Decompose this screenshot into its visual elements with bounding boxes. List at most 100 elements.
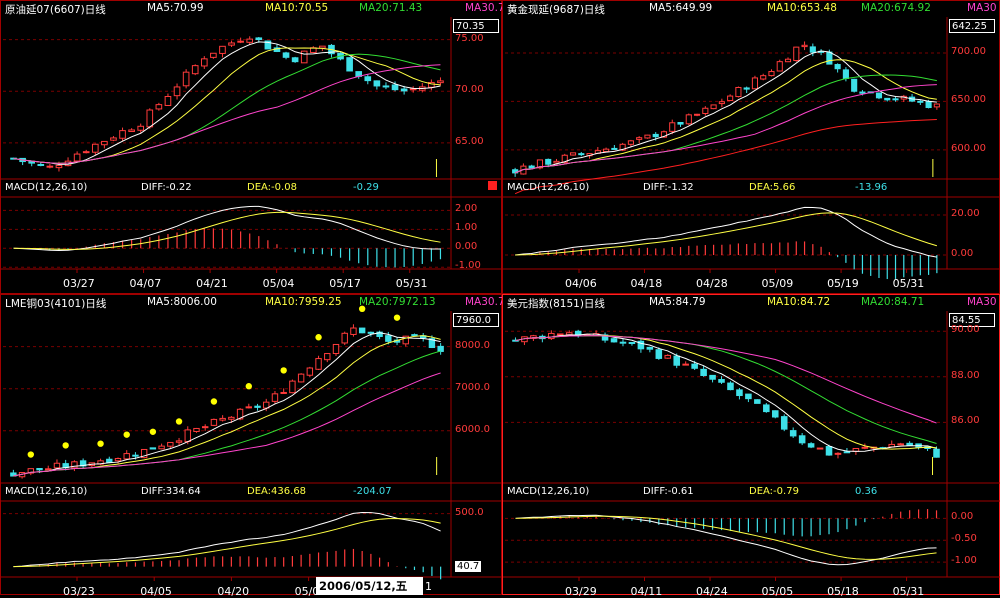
ma5-label: MA5:8006.00 [147, 296, 217, 308]
candle-body [71, 461, 78, 469]
signal-dot [27, 451, 34, 458]
candle-body [411, 334, 418, 337]
candle-body [809, 46, 816, 53]
candle-body [825, 446, 833, 456]
candle-body [341, 332, 348, 344]
candle-body [768, 71, 775, 77]
current-price-label: 84.55 [949, 313, 995, 327]
date-label: 04/28 [696, 277, 728, 290]
candle-body [798, 435, 806, 444]
date-label: 05/17 [329, 277, 361, 290]
chart-header: 黄金现延(9687)日线 MA5:649.99 MA10:653.48 MA20:67… [503, 1, 999, 17]
candle-body [306, 367, 314, 376]
candle-body [271, 393, 279, 402]
candle-body [37, 163, 45, 166]
candle-body [646, 346, 654, 350]
macd-tick-label: 500.0 [455, 506, 484, 518]
candle-body [628, 341, 636, 344]
candle-body [82, 151, 90, 154]
y-tick-label: 7000.0 [455, 381, 490, 393]
macd-label: MACD(12,26,10) [5, 182, 88, 193]
signal-dot [280, 367, 287, 374]
candle-body [700, 368, 707, 377]
ma10-label: MA10:653.48 [767, 2, 837, 14]
chart-svg [503, 17, 1000, 280]
candle-body [297, 373, 305, 383]
macd-dea-line [515, 515, 937, 560]
candle-body [10, 472, 17, 477]
chart-panel-us-dollar-index[interactable]: 美元指数(8151)日线 MA5:84.79 MA10:84.72 MA20:84.7… [502, 294, 1000, 598]
ma20-line [13, 350, 441, 477]
chart-title: 黄金现延(9687)日线 [507, 4, 605, 16]
candle-body [358, 327, 366, 334]
current-price-label: 642.25 [949, 19, 995, 33]
y-tick-label: 65.00 [455, 135, 484, 147]
candle-body [53, 462, 61, 469]
chart-panel-crude-oil[interactable]: 原油延07(6607)日线 MA5:70.99 MA10:70.55 MA20:71.… [0, 0, 505, 294]
candle-body [610, 338, 618, 343]
candle-body [291, 57, 299, 63]
ma10-label: MA10:70.55 [265, 2, 329, 14]
candle-body [280, 391, 287, 394]
candle-body [619, 143, 626, 151]
date-label: 05/05 [761, 585, 794, 598]
candle-body [300, 50, 308, 64]
signal-dot [97, 440, 104, 447]
candle-body [245, 406, 253, 409]
candle-body [793, 46, 800, 62]
date-label: 04/20 [217, 585, 250, 598]
candle-body [789, 430, 797, 437]
candle-body [545, 158, 552, 165]
ma5-line [13, 41, 441, 165]
chart-svg [503, 311, 1000, 581]
chart-panel-lme-copper[interactable]: LME铜03(4101)日线 MA5:8006.00 MA10:7959.25 MA2… [0, 294, 505, 598]
candle-body [843, 451, 851, 454]
candle-body [385, 335, 392, 342]
candle-body [28, 161, 36, 164]
candle-body [219, 45, 226, 54]
candle-body [780, 416, 788, 430]
candle-body [933, 103, 940, 108]
y-tick-label: 6000.0 [455, 423, 490, 435]
candle-body [264, 40, 272, 50]
candle-body [660, 131, 668, 138]
candle-body [816, 447, 824, 450]
ma20-line [515, 335, 937, 444]
candle-body [219, 417, 226, 421]
macd-dea-line [13, 518, 441, 568]
candle-body [861, 446, 869, 449]
candle-body [569, 152, 577, 156]
candle-body [376, 331, 383, 337]
candle-body [906, 442, 913, 446]
candle-body [210, 418, 218, 426]
macd-tick-label: 2.00 [455, 203, 478, 215]
candle-body [784, 58, 792, 63]
date-label: 04/06 [565, 277, 597, 290]
candle-body [578, 153, 585, 156]
chart-panel-gold[interactable]: 黄金现延(9687)日线 MA5:649.99 MA10:653.48 MA20:67… [502, 0, 1000, 294]
signal-dot [358, 305, 366, 313]
macd-diff-line [515, 514, 937, 566]
candle-body [350, 327, 357, 335]
macd-tick-label: -1.00 [951, 555, 977, 567]
y-tick-label: 70.00 [455, 84, 484, 96]
candle-body [228, 416, 235, 420]
macd-dea-label: DEA:-0.08 [247, 182, 297, 193]
ma10-line [514, 59, 937, 174]
candle-body [842, 69, 849, 80]
candle-body [677, 122, 684, 125]
date-label: 03/29 [565, 585, 597, 598]
date-label: 04/24 [696, 585, 728, 598]
candle-body [201, 426, 209, 429]
ma30-line [514, 84, 937, 174]
macd-diff-label: DIFF:-0.22 [141, 182, 192, 193]
candle-body [200, 58, 208, 67]
candle-body [346, 57, 353, 72]
chart-svg [1, 17, 503, 273]
candle-body [114, 458, 122, 462]
candle-body [682, 363, 689, 366]
y-tick-label: 86.00 [951, 415, 980, 427]
macd-value-label: -204.07 [353, 486, 392, 497]
ma30-label: MA30.7 [465, 296, 505, 308]
cursor-date-label: 2006/05/12,五 [316, 577, 423, 595]
